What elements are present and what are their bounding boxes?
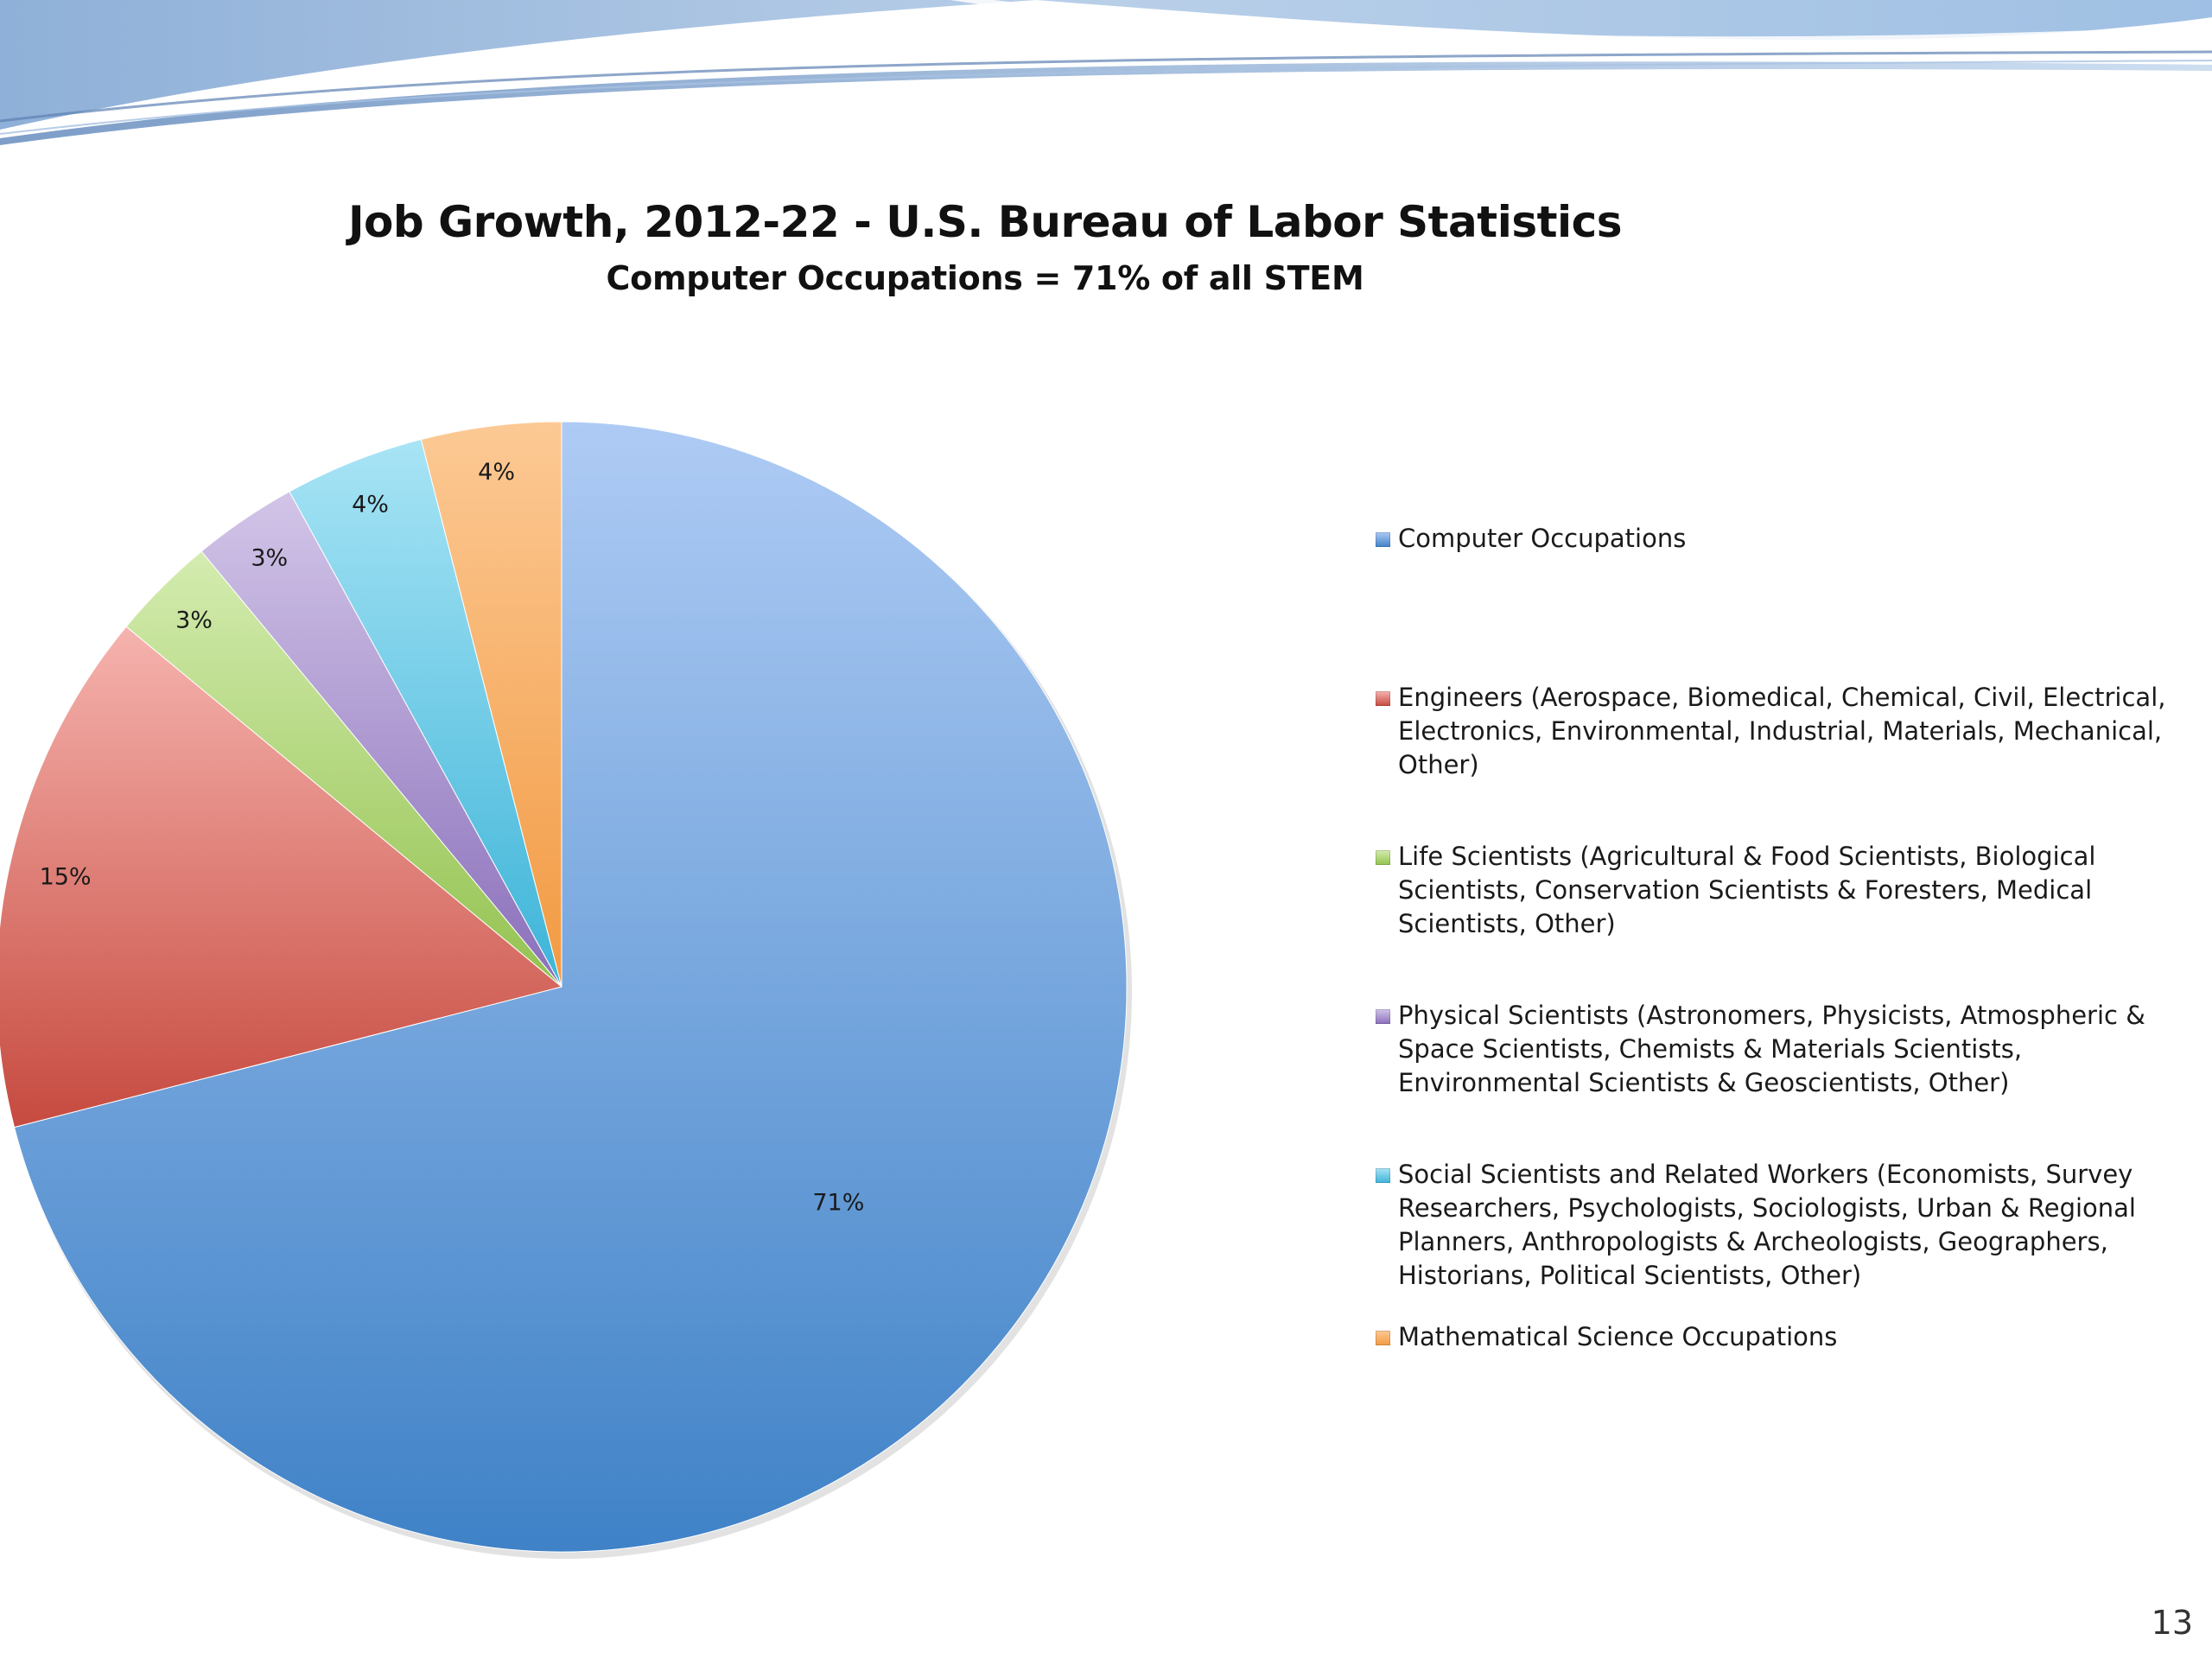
legend-item-5: Social Scientists and Related Workers (E… [1376,1158,2188,1293]
legend-swatch [1376,850,1390,865]
legend-swatch [1376,691,1390,706]
legend-swatch [1376,1331,1390,1345]
legend-item-1: Computer Occupations [1376,522,2188,556]
pie-slice-1 [13,421,1128,1553]
chart-title: Job Growth, 2012-22 - U.S. Bureau of Lab… [347,197,1623,247]
slice-label-1: 71% [812,1190,864,1217]
pie-slice-6 [420,421,563,988]
legend-label: Mathematical Science Occupations [1398,1322,1838,1351]
legend-swatch [1376,1009,1390,1024]
legend-label: Engineers (Aerospace, Biomedical, Chemic… [1398,683,2166,779]
slice-label-6: 4% [478,459,515,486]
legend-swatch [1376,532,1390,547]
legend-item-3: Life Scientists (Agricultural & Food Sci… [1376,840,2188,941]
legend-label: Physical Scientists (Astronomers, Physic… [1398,1001,2145,1097]
legend-label: Life Scientists (Agricultural & Food Sci… [1398,842,2096,938]
legend-item-2: Engineers (Aerospace, Biomedical, Chemic… [1376,681,2188,782]
header-wave-decoration [0,0,2212,145]
legend-label: Social Scientists and Related Workers (E… [1398,1160,2136,1290]
slice-label-4: 3% [251,544,288,571]
legend-item-4: Physical Scientists (Astronomers, Physic… [1376,999,2188,1100]
slice-label-3: 3% [175,607,213,634]
pie-slice-2 [0,626,563,1128]
legend-label: Computer Occupations [1398,524,1687,553]
chart-subtitle: Computer Occupations = 71% of all STEM [606,259,1364,297]
slice-label-2: 15% [40,864,92,891]
slice-label-5: 4% [352,492,389,518]
pie-chart: 71% 15% 3% 3% 4% 4% [0,421,1132,1559]
legend-swatch [1376,1168,1390,1183]
legend-item-6: Mathematical Science Occupations [1376,1320,2188,1354]
page-number: 13 [2151,1604,2193,1642]
